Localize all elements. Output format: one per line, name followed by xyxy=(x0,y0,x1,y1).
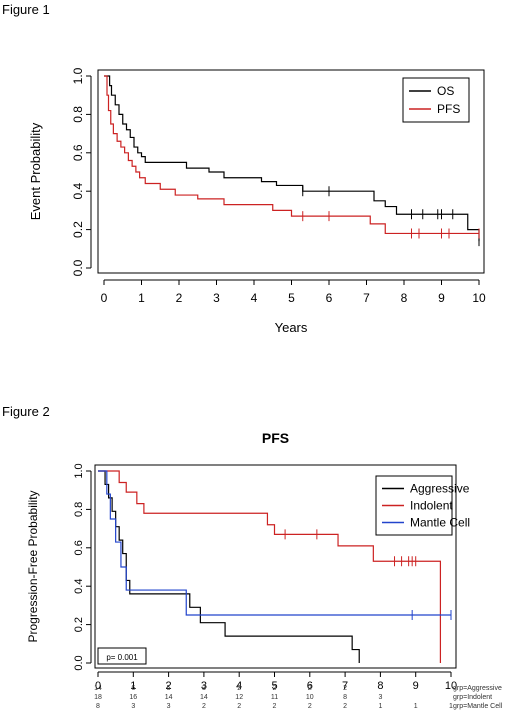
risk-table-cell: 3 xyxy=(131,703,135,710)
x-tick-label: 5 xyxy=(288,291,295,305)
x-tick-label: 9 xyxy=(413,680,419,692)
y-tick-label: 0.2 xyxy=(73,617,85,632)
x-tick-label: 9 xyxy=(438,291,445,305)
legend-label: Aggressive xyxy=(410,482,470,496)
x-tick-label: 10 xyxy=(445,680,457,692)
x-tick-label: 4 xyxy=(251,291,258,305)
x-tick-label: 1 xyxy=(138,291,145,305)
y-tick-label: 0.0 xyxy=(73,655,85,670)
legend-label: PFS xyxy=(437,102,460,116)
risk-table-cell: 14 xyxy=(165,694,173,701)
y-tick-label: 0.0 xyxy=(71,259,85,276)
risk-table-cell: 2 xyxy=(308,703,312,710)
x-tick-label: 3 xyxy=(213,291,220,305)
risk-table-cell: 12 xyxy=(235,694,243,701)
plot-frame xyxy=(97,69,485,274)
series-line-pfs xyxy=(104,75,479,235)
risk-table-cell: 2 xyxy=(237,703,241,710)
risk-table-cell: 6 xyxy=(131,685,135,692)
y-tick-label: 0.4 xyxy=(73,579,85,594)
p-value-label: p= 0.001 xyxy=(106,653,138,662)
y-tick-label: 0.6 xyxy=(71,144,85,161)
y-tick-label: 0.8 xyxy=(73,502,85,517)
y-tick-label: 1.0 xyxy=(71,67,85,84)
legend-label: Indolent xyxy=(410,499,453,513)
p-value-box xyxy=(97,647,147,665)
risk-table-cell: 14 xyxy=(94,685,102,692)
risk-table-cell: 3 xyxy=(378,694,382,701)
risk-table-cell: 2 xyxy=(273,685,277,692)
x-tick-label: 2 xyxy=(176,291,183,305)
risk-table-cell: 2 xyxy=(343,685,347,692)
risk-table-cell: 14 xyxy=(200,694,208,701)
plot-frame xyxy=(94,464,457,669)
risk-table-cell: 11 xyxy=(271,694,278,701)
risk-table-row-label: grp=Mantle Cell xyxy=(453,703,503,710)
y-tick-label: 0.4 xyxy=(71,183,85,200)
risk-table-cell: 18 xyxy=(94,694,102,701)
risk-table-cell: 3 xyxy=(167,703,171,710)
risk-table-row-label: grp=Indolent xyxy=(453,694,492,701)
risk-table-cell: 10 xyxy=(306,694,314,701)
legend-label: OS xyxy=(437,84,454,98)
figure-2-label: Figure 2 xyxy=(2,404,50,419)
x-tick-label: 0 xyxy=(101,291,108,305)
x-tick-label: 8 xyxy=(377,680,383,692)
series-line-indolent xyxy=(98,470,442,663)
y-tick-label: 0.8 xyxy=(71,106,85,123)
figure-1-chart: 0 1 2 3 4 5 6 7 8 9 10 0.0 0.2 0.4 0.6 0.8 1.0 Event Prob… xyxy=(28,67,486,335)
risk-table-cell: 16 xyxy=(129,694,137,701)
x-axis-label: Years xyxy=(275,320,308,335)
risk-table-cell: 1 xyxy=(378,703,382,710)
x-tick-label: 8 xyxy=(401,291,408,305)
risk-table-cell: 1 xyxy=(414,703,418,710)
y-axis-label: Event Probability xyxy=(28,122,43,220)
risk-table-cell: 2 xyxy=(343,703,347,710)
x-tick-label: 5 xyxy=(271,680,277,692)
y-axis-label: Progression-Free Probability xyxy=(26,490,40,642)
x-tick-label: 1 xyxy=(130,680,136,692)
legend-label: Mantle Cell xyxy=(410,516,470,530)
risk-table-cell: 3 xyxy=(202,685,206,692)
chart-title: PFS xyxy=(262,430,289,446)
x-tick-label: 3 xyxy=(201,680,207,692)
x-tick-label: 7 xyxy=(342,680,348,692)
x-tick-label: 10 xyxy=(472,291,486,305)
risk-table-cell: 1 xyxy=(449,703,453,710)
y-tick-label: 1.0 xyxy=(73,463,85,478)
x-tick-label: 2 xyxy=(166,680,172,692)
risk-table-cell: 2 xyxy=(202,703,206,710)
y-tick-label: 0.6 xyxy=(73,540,85,555)
series-line-mantle-cell xyxy=(98,470,451,616)
x-tick-label: 0 xyxy=(95,680,101,692)
x-tick-label: 7 xyxy=(363,291,370,305)
legend-box xyxy=(402,77,470,123)
risk-table-cell: 2 xyxy=(308,685,312,692)
series-line-os xyxy=(104,75,480,242)
risk-table-row-label: grp=Aggressive xyxy=(453,685,502,692)
risk-table-cell: 8 xyxy=(343,694,347,701)
x-tick-label: 6 xyxy=(326,291,333,305)
x-tick-label: 4 xyxy=(236,680,242,692)
y-tick-label: 0.2 xyxy=(71,221,85,238)
x-tick-label: 6 xyxy=(307,680,313,692)
figure-1-label: Figure 1 xyxy=(2,2,50,17)
risk-table-cell: 2 xyxy=(237,685,241,692)
risk-table-cell: 2 xyxy=(273,703,277,710)
risk-table-cell: 8 xyxy=(96,703,100,710)
risk-table-cell: 5 xyxy=(167,685,171,692)
